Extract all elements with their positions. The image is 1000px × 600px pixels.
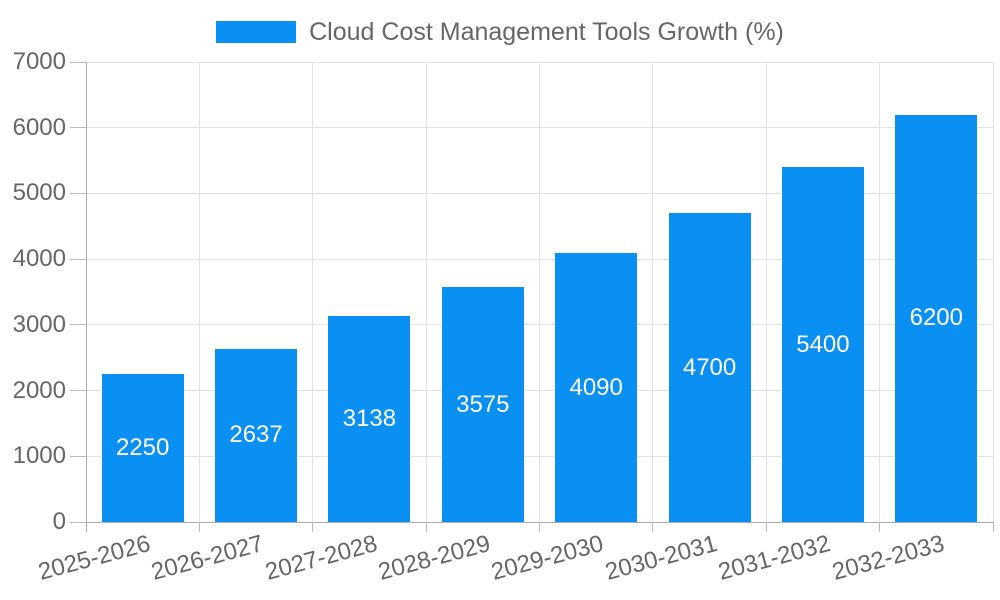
bar-value-label: 3138 [342, 404, 397, 432]
x-tick-label: 2026-2027 [148, 530, 267, 586]
x-gridline [198, 62, 200, 522]
y-tick-mark [70, 127, 86, 129]
bar: 6200 [895, 114, 978, 522]
x-tick-mark [312, 522, 314, 532]
y-tick-label: 2000 [12, 376, 66, 404]
x-tick-mark [539, 522, 540, 532]
bar: 3138 [328, 315, 411, 522]
y-tick-mark [70, 258, 86, 260]
x-gridline [539, 62, 540, 522]
bar-value-label: 6200 [909, 304, 963, 332]
x-tick-label: 2031-2032 [715, 530, 834, 586]
x-tick-mark [765, 522, 767, 532]
y-tick-label: 3000 [12, 310, 66, 338]
bar: 4090 [555, 253, 638, 522]
bar-value-label: 3575 [456, 390, 510, 418]
legend-label: Cloud Cost Management Tools Growth (%) [309, 18, 784, 46]
y-axis-line [85, 62, 87, 522]
legend-swatch [216, 21, 297, 43]
bar-value-label: 4700 [682, 353, 737, 381]
x-gridline [879, 62, 881, 522]
x-tick-label: 2030-2031 [602, 530, 721, 586]
x-gridline [992, 62, 994, 522]
bar-value-label: 2250 [115, 434, 170, 462]
x-tick-mark [879, 522, 881, 532]
x-gridline [312, 62, 314, 522]
bar-value-label: 5400 [796, 330, 850, 358]
x-gridline [765, 62, 767, 522]
bar: 5400 [781, 167, 864, 522]
x-tick-mark [992, 522, 994, 532]
bar-value-label: 2637 [229, 421, 283, 449]
y-tick-label: 1000 [12, 442, 66, 470]
x-tick-mark [652, 522, 654, 532]
y-tick-mark [70, 455, 86, 457]
bar: 3575 [441, 287, 524, 522]
y-tick-mark [70, 192, 86, 194]
x-gridline [425, 62, 427, 522]
y-tick-label: 7000 [12, 48, 66, 75]
bar: 4700 [668, 213, 751, 522]
y-tick-label: 5000 [12, 179, 66, 207]
x-tick-label: 2027-2028 [262, 530, 380, 586]
x-tick-label: 2032-2033 [828, 530, 947, 586]
x-tick-mark [425, 522, 427, 532]
y-tick-mark [70, 390, 86, 392]
y-tick-mark [70, 521, 86, 523]
x-tick-mark [198, 522, 200, 532]
y-tick-label: 0 [52, 508, 66, 535]
bar: 2250 [101, 374, 184, 522]
y-tick-label: 6000 [12, 113, 66, 141]
x-tick-label: 2029-2030 [488, 530, 607, 586]
legend: Cloud Cost Management Tools Growth (%) [0, 19, 1000, 45]
y-tick-mark [70, 61, 86, 63]
x-tick-mark [85, 522, 87, 532]
x-tick-label: 2025-2026 [35, 530, 154, 586]
y-tick-label: 4000 [12, 245, 66, 273]
legend-item[interactable]: Cloud Cost Management Tools Growth (%) [216, 19, 784, 45]
x-gridline [652, 62, 654, 522]
y-tick-mark [70, 324, 86, 326]
x-tick-label: 2028-2029 [375, 530, 494, 586]
bar: 2637 [215, 348, 298, 522]
bar-value-label: 4090 [569, 373, 623, 401]
